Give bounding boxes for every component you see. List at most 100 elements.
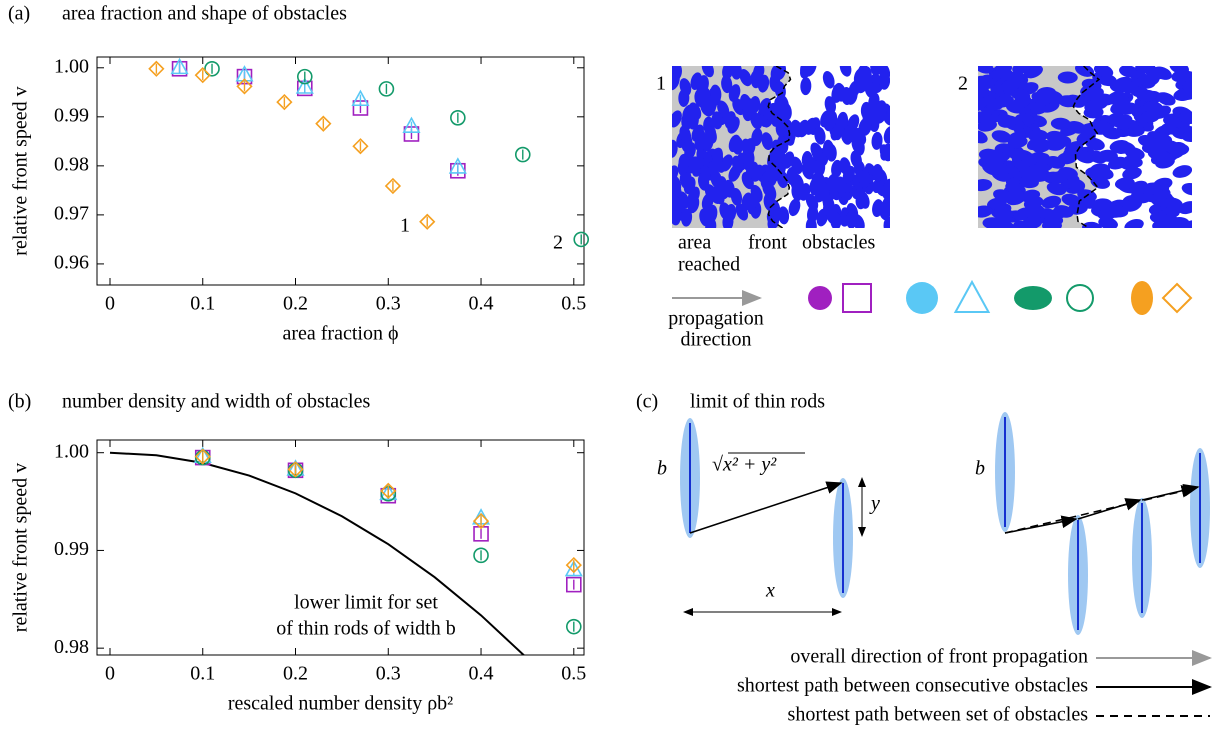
obstacle [730, 187, 743, 206]
marker [204, 60, 220, 77]
obstacle [978, 179, 993, 192]
simulation-image [978, 66, 1192, 228]
obstacle [1171, 69, 1192, 82]
x-tick-label: 0.2 [283, 293, 308, 315]
obstacle [1097, 73, 1117, 87]
obstacle [843, 124, 855, 143]
obstacle [675, 195, 687, 214]
marker [473, 526, 489, 542]
obstacle [994, 95, 1014, 108]
obstacle [1156, 92, 1176, 106]
obstacle [1051, 205, 1071, 219]
marker [419, 213, 436, 230]
obstacle [1085, 137, 1105, 151]
marker [287, 461, 304, 478]
obstacle [1114, 177, 1135, 190]
obstacle [883, 216, 890, 228]
obstacle [1178, 201, 1192, 215]
marker [315, 115, 332, 132]
obstacle [879, 144, 890, 162]
obstacle [868, 92, 880, 111]
obstacle [978, 66, 994, 74]
curve-label: lower limit for set [294, 592, 438, 614]
obstacle [1118, 80, 1139, 94]
marker [148, 60, 165, 77]
obstacle [677, 158, 689, 177]
obstacle [1050, 117, 1071, 130]
obstacle [978, 83, 990, 98]
chart-title: number density and width of obstacles [62, 391, 370, 413]
obstacle [800, 77, 812, 96]
y-tick-label: 0.96 [54, 252, 89, 274]
obstacle [1066, 94, 1086, 108]
annotation: 1 [400, 215, 410, 237]
obstacle [679, 78, 692, 96]
marker [276, 93, 293, 111]
obstacle [1061, 193, 1082, 207]
marker [236, 78, 253, 95]
x-tick-label: 0.2 [283, 663, 308, 685]
x-tick-label: 0 [105, 293, 115, 315]
x-tick-label: 0.4 [469, 293, 494, 315]
obstacle [724, 111, 737, 129]
front-line [1072, 66, 1101, 228]
obstacle [782, 151, 795, 169]
annotation: 2 [553, 232, 563, 254]
shape-filled [906, 282, 938, 314]
y-axis-label: relative front speed v [10, 86, 32, 255]
obstacle [1041, 219, 1062, 228]
obstacle [1007, 135, 1028, 149]
marker [296, 68, 313, 85]
obstacle [739, 69, 752, 87]
obstacle [839, 66, 852, 77]
x-tick-label: 0.1 [190, 663, 215, 685]
obstacle [1010, 88, 1031, 102]
marker [473, 547, 489, 564]
obstacle [978, 148, 999, 161]
obstacle [698, 87, 711, 106]
obstacle [705, 125, 717, 144]
marker [514, 146, 531, 163]
obstacle [1045, 138, 1066, 151]
b-label: b [975, 458, 985, 480]
obstacle [822, 70, 835, 89]
obstacle [1109, 139, 1130, 153]
obstacle [1090, 176, 1111, 189]
obstacle [1122, 198, 1143, 212]
obstacle [731, 155, 744, 174]
obstacle [995, 67, 1015, 81]
legend-label: shortest path between consecutive obstac… [737, 675, 1088, 697]
obstacle [798, 183, 811, 201]
marker [194, 448, 211, 465]
front-label: front [748, 232, 787, 254]
obstacle [825, 111, 838, 129]
shape-filled [808, 286, 832, 310]
obstacle [711, 111, 723, 130]
marker [384, 177, 402, 195]
obstacle [1110, 93, 1131, 107]
obstacle [1018, 176, 1039, 189]
marker [352, 138, 369, 155]
obstacle [856, 75, 869, 94]
obstacle [1111, 116, 1131, 130]
obstacle [1085, 166, 1106, 179]
obstacle [801, 153, 814, 172]
obstacle [1097, 207, 1118, 220]
obstacle [1092, 198, 1113, 211]
direction-label: propagation [668, 308, 764, 330]
obstacle [701, 66, 714, 78]
image-label: 2 [958, 73, 968, 95]
obstacle [741, 192, 754, 211]
obstacle [778, 206, 790, 225]
obstacle [814, 185, 827, 203]
legend-label: shortest path between set of obstacles [788, 704, 1089, 726]
marker [565, 556, 582, 574]
obstacle [1181, 182, 1192, 196]
y-tick-label: 1.00 [54, 55, 89, 77]
obstacle [1155, 156, 1175, 169]
obstacle [743, 151, 755, 170]
obstacle [807, 205, 819, 224]
obstacles-label: obstacles [802, 232, 876, 254]
obstacle [672, 66, 679, 77]
